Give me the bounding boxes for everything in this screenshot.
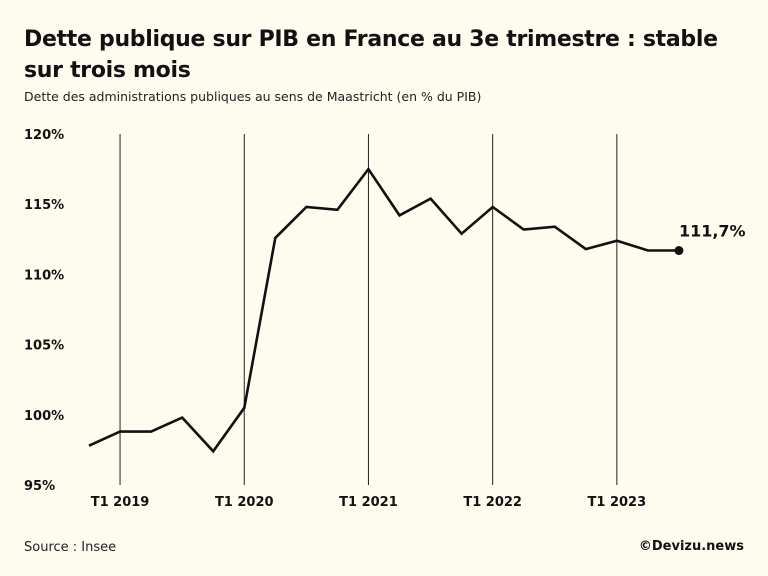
y-tick-label: 120% [24, 128, 64, 143]
y-tick-label: 95% [24, 479, 55, 494]
source-note: Source : Insee [24, 540, 117, 555]
credit-logo: ©Devizu.news [638, 539, 744, 554]
x-tick-label: T1 2020 [215, 495, 274, 510]
chart-subtitle: Dette des administrations publiques au s… [24, 89, 482, 104]
end-point-marker [674, 246, 684, 256]
x-axis-ticks: T1 2019 T1 2020 T1 2021 T1 2022 T1 2023 [91, 495, 646, 510]
x-tick-label: T1 2023 [588, 495, 647, 510]
chart-title: Dette publique sur PIB en France au 3e t… [24, 27, 718, 83]
end-value-label: 111,7% [679, 222, 746, 241]
gridlines [119, 134, 618, 485]
x-tick-label: T1 2021 [339, 495, 398, 510]
y-tick-label: 110% [24, 268, 64, 283]
y-tick-label: 100% [24, 409, 64, 424]
y-tick-label: 105% [24, 339, 64, 354]
x-tick-label: T1 2022 [463, 495, 522, 510]
y-axis-ticks: 95% 100% 105% 110% 115% 120% [24, 128, 64, 494]
y-tick-label: 115% [24, 198, 64, 213]
x-tick-label: T1 2019 [91, 495, 150, 510]
series-debt-ratio: 111,7% [88, 166, 746, 454]
series-line [88, 166, 679, 454]
